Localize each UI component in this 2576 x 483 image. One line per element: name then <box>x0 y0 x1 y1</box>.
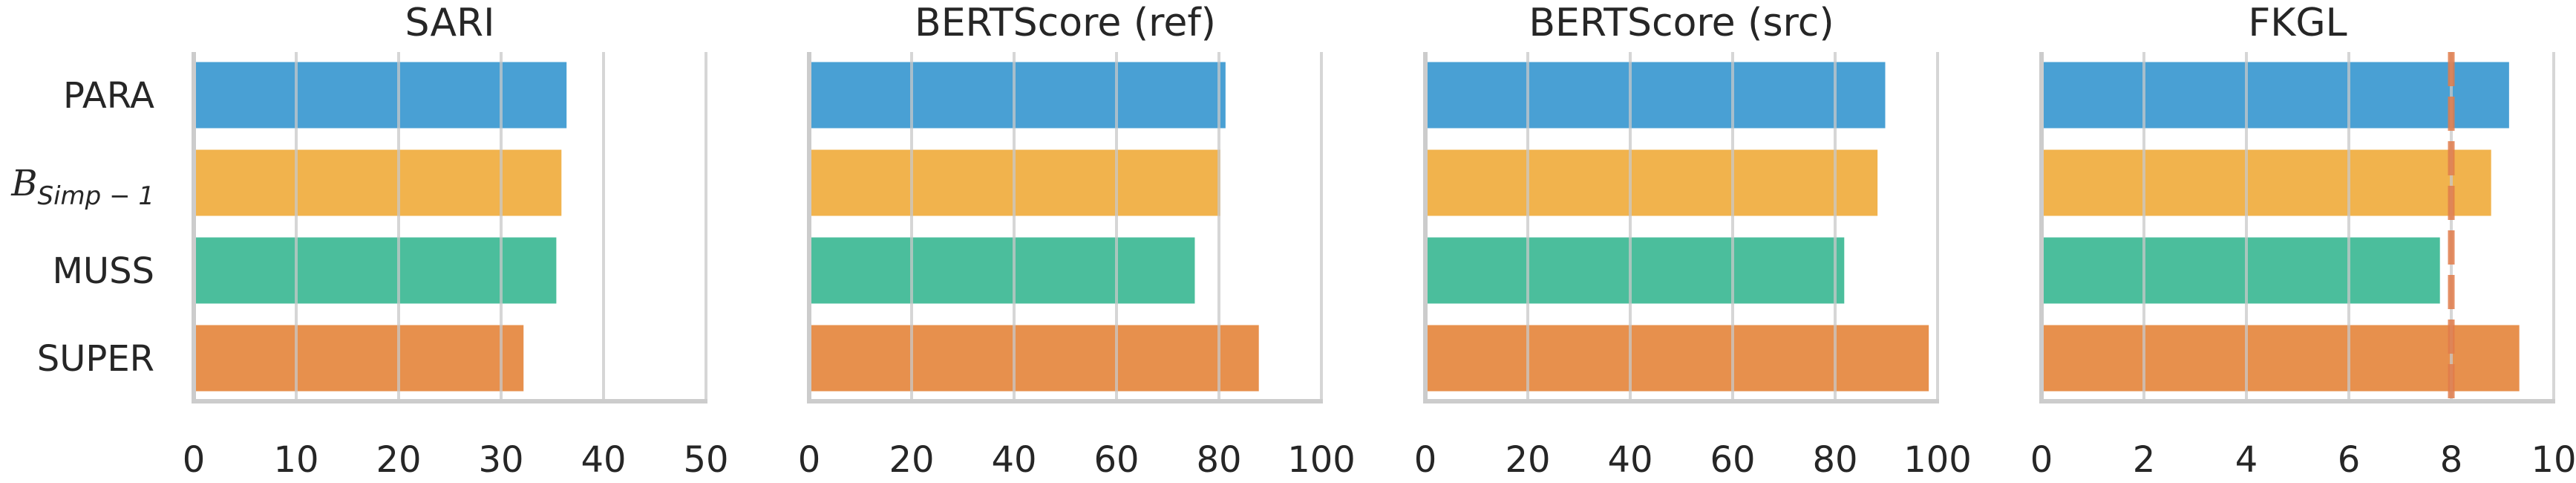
bar-4 <box>808 322 1261 394</box>
bar-3 <box>808 235 1197 306</box>
x-tick-label: 40 <box>581 439 626 481</box>
x-tick-label: 30 <box>478 439 523 481</box>
x-tick-label: 80 <box>1812 439 1857 481</box>
panel-3: BERTScore (src) 0 20 40 60 80 100 <box>1414 1 1972 481</box>
category-label: MUSS <box>53 250 154 292</box>
x-tick-label: 0 <box>1414 439 1437 481</box>
x-tick-label: 20 <box>889 439 934 481</box>
bar-3 <box>192 235 559 306</box>
panel-title: FKGL <box>2248 1 2347 45</box>
panel-title: BERTScore (ref) <box>915 1 1216 45</box>
bar-4 <box>2040 322 2522 394</box>
bar-1 <box>2040 59 2511 131</box>
bar-1 <box>1424 59 1888 131</box>
x-tick-label: 10 <box>2531 439 2576 481</box>
x-tick-label: 50 <box>683 439 728 481</box>
x-tick-label: 8 <box>2440 439 2463 481</box>
panel-4: FKGL 0 2 4 6 8 10 <box>2030 1 2576 481</box>
x-tick-label: 80 <box>1196 439 1241 481</box>
category-label-base: B <box>10 163 37 204</box>
x-tick-label: 20 <box>376 439 421 481</box>
bar-3 <box>1424 235 1847 306</box>
x-tick-label: 0 <box>183 439 206 481</box>
x-tick-label: 0 <box>798 439 821 481</box>
x-tick-label: 100 <box>1903 439 1972 481</box>
bar-4 <box>192 322 526 394</box>
panel-1: SARI 0 10 20 30 40 50 <box>183 1 729 481</box>
x-tick-label: 2 <box>2133 439 2156 481</box>
x-tick-label: 60 <box>1710 439 1755 481</box>
bar-3 <box>2040 235 2442 306</box>
category-label-subscript: Simp − 1 <box>38 181 154 211</box>
x-tick-label: 0 <box>2030 439 2053 481</box>
x-tick-label: 6 <box>2338 439 2361 481</box>
category-labels: PARA BSimp − 1 MUSS SUPER <box>10 75 154 380</box>
panel-title: SARI <box>405 1 494 45</box>
bar-2 <box>1424 147 1880 218</box>
x-tick-label: 4 <box>2235 439 2258 481</box>
x-tick-label: 10 <box>273 439 318 481</box>
category-label: PARA <box>63 75 154 117</box>
x-tick-label: 100 <box>1287 439 1356 481</box>
panel-2: BERTScore (ref) 0 20 40 60 80 100 <box>798 1 1356 481</box>
bar-2 <box>192 147 564 218</box>
category-label: SUPER <box>37 338 154 380</box>
x-tick-label: 20 <box>1505 439 1550 481</box>
x-tick-label: 40 <box>991 439 1036 481</box>
bar-2 <box>2040 147 2494 218</box>
x-tick-label: 60 <box>1094 439 1139 481</box>
bar-1 <box>808 59 1228 131</box>
panel-title: BERTScore (src) <box>1529 1 1834 45</box>
bar-1 <box>192 59 569 131</box>
category-label: BSimp − 1 <box>10 163 154 211</box>
bar-4 <box>1424 322 1932 394</box>
x-tick-label: 40 <box>1607 439 1653 481</box>
